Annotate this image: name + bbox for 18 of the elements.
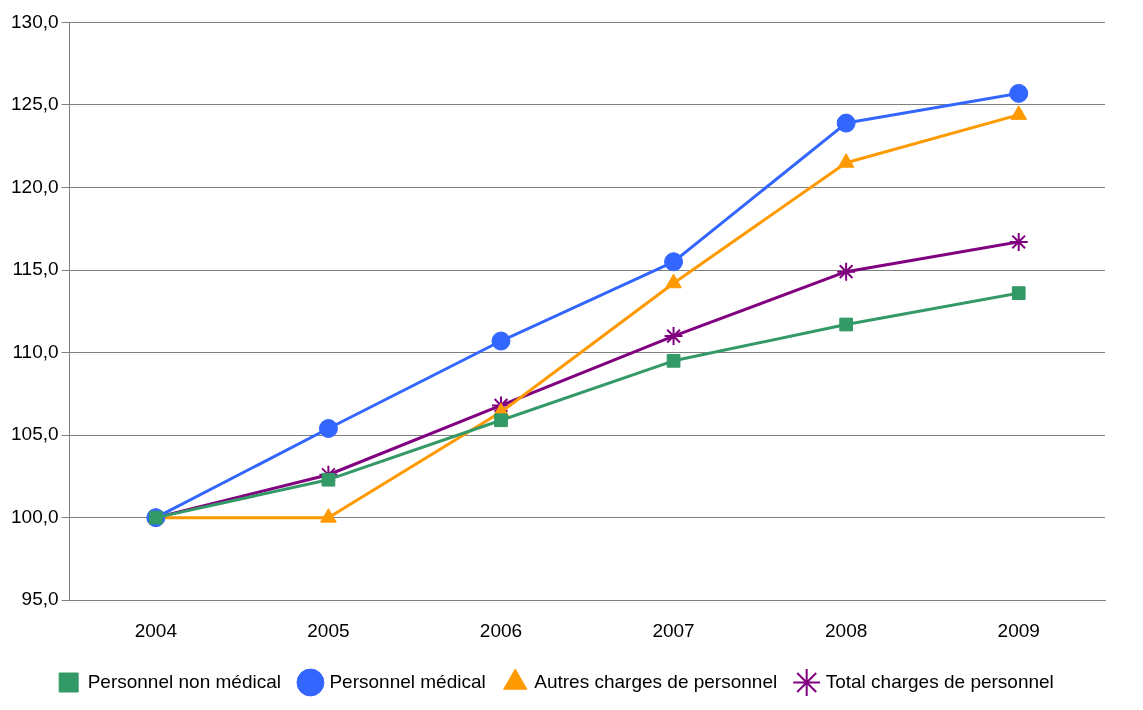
legend-label: Personnel médical [329, 670, 486, 692]
y-tick-label: 125,0 [11, 93, 59, 115]
x-tick-label: 2009 [997, 619, 1040, 641]
y-tick-label: 95,0 [21, 588, 59, 610]
y-tick-label: 120,0 [11, 175, 59, 197]
x-tick-label: 2008 [825, 619, 868, 641]
y-tick-label: 130,0 [11, 10, 59, 32]
y-tick-label: 110,0 [12, 340, 59, 362]
x-tick-label: 2005 [307, 619, 350, 641]
legend-label: Total charges de personnel [825, 670, 1054, 692]
x-tick-label: 2006 [479, 619, 523, 641]
y-tick-label: 115,0 [12, 258, 59, 280]
y-tick-label: 105,0 [11, 423, 59, 445]
y-tick-label: 100,0 [11, 505, 59, 527]
x-tick-label: 2007 [652, 619, 695, 641]
x-tick-label: 2004 [134, 619, 178, 641]
legend-label: Autres charges de personnel [534, 670, 778, 692]
legend-label: Personnel non médical [87, 670, 281, 692]
